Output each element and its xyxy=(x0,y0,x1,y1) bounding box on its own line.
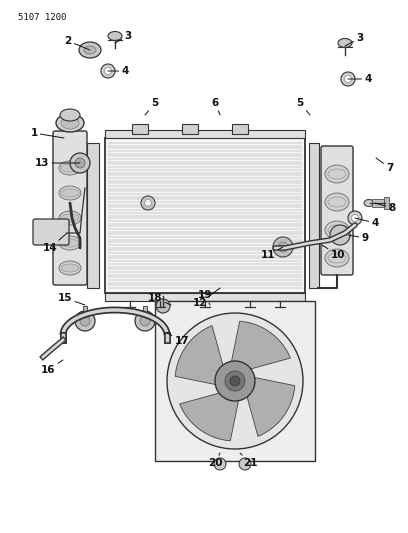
Text: 13: 13 xyxy=(35,158,80,168)
Ellipse shape xyxy=(59,236,81,250)
Ellipse shape xyxy=(56,114,84,132)
Text: 1: 1 xyxy=(30,128,64,138)
FancyBboxPatch shape xyxy=(53,131,87,285)
Bar xyxy=(155,301,315,461)
Circle shape xyxy=(104,68,111,75)
Ellipse shape xyxy=(59,186,81,200)
Ellipse shape xyxy=(325,249,349,267)
Text: 20: 20 xyxy=(208,453,222,468)
Ellipse shape xyxy=(338,38,352,47)
Text: 18: 18 xyxy=(148,293,171,305)
Circle shape xyxy=(239,458,251,470)
Text: 16: 16 xyxy=(41,360,63,375)
Circle shape xyxy=(225,371,245,391)
Circle shape xyxy=(144,199,151,206)
Circle shape xyxy=(273,237,293,257)
Text: 4: 4 xyxy=(355,218,379,228)
Ellipse shape xyxy=(61,117,79,129)
Text: 11: 11 xyxy=(261,247,283,260)
Text: 12: 12 xyxy=(193,288,220,308)
Ellipse shape xyxy=(61,264,79,272)
Bar xyxy=(309,143,319,288)
Bar xyxy=(384,197,389,209)
Circle shape xyxy=(70,153,90,173)
Ellipse shape xyxy=(59,211,81,225)
Bar xyxy=(87,143,99,288)
Polygon shape xyxy=(175,326,224,385)
Ellipse shape xyxy=(84,46,96,54)
Circle shape xyxy=(214,458,226,470)
Ellipse shape xyxy=(61,239,79,247)
Text: 10: 10 xyxy=(322,245,345,260)
Circle shape xyxy=(341,72,355,86)
Bar xyxy=(182,124,198,134)
Circle shape xyxy=(344,76,352,83)
Ellipse shape xyxy=(61,189,79,197)
Circle shape xyxy=(352,214,359,222)
Ellipse shape xyxy=(79,42,101,58)
Ellipse shape xyxy=(61,164,79,172)
Circle shape xyxy=(330,225,350,245)
FancyBboxPatch shape xyxy=(321,146,353,275)
Ellipse shape xyxy=(325,165,349,183)
Bar xyxy=(232,124,248,134)
FancyBboxPatch shape xyxy=(33,219,69,245)
Ellipse shape xyxy=(325,221,349,239)
Polygon shape xyxy=(246,377,295,437)
Circle shape xyxy=(348,211,362,225)
Text: 17: 17 xyxy=(167,333,189,346)
Ellipse shape xyxy=(325,193,349,211)
Text: 5: 5 xyxy=(145,98,159,115)
Text: 3: 3 xyxy=(345,33,364,46)
Bar xyxy=(132,124,148,134)
Text: 2: 2 xyxy=(64,36,90,50)
Text: 15: 15 xyxy=(58,293,85,305)
Circle shape xyxy=(141,196,155,210)
Ellipse shape xyxy=(108,31,122,41)
Text: 19: 19 xyxy=(198,290,212,305)
Circle shape xyxy=(230,376,240,386)
Bar xyxy=(83,306,87,312)
Ellipse shape xyxy=(364,199,374,206)
Circle shape xyxy=(101,64,115,78)
Circle shape xyxy=(140,316,150,326)
Bar xyxy=(105,138,305,293)
Text: 8: 8 xyxy=(375,203,396,213)
Bar xyxy=(105,130,305,138)
Circle shape xyxy=(215,361,255,401)
Text: 5: 5 xyxy=(296,98,310,115)
Polygon shape xyxy=(180,392,239,441)
Circle shape xyxy=(75,158,85,168)
Text: 4: 4 xyxy=(108,66,129,76)
Text: 9: 9 xyxy=(348,233,368,243)
Text: 21: 21 xyxy=(240,453,257,468)
Circle shape xyxy=(135,311,155,331)
Text: 3: 3 xyxy=(115,31,132,43)
Text: 4: 4 xyxy=(348,74,372,84)
Circle shape xyxy=(75,311,95,331)
Text: 6: 6 xyxy=(211,98,220,115)
Circle shape xyxy=(156,299,170,313)
Bar xyxy=(372,199,384,207)
Text: 14: 14 xyxy=(43,233,67,253)
Ellipse shape xyxy=(59,261,81,275)
Text: 7: 7 xyxy=(376,158,394,173)
Ellipse shape xyxy=(61,214,79,222)
Ellipse shape xyxy=(59,161,81,175)
Text: 5107 1200: 5107 1200 xyxy=(18,13,67,22)
Circle shape xyxy=(167,313,303,449)
Bar xyxy=(143,306,147,312)
Circle shape xyxy=(278,242,288,252)
Circle shape xyxy=(80,316,90,326)
Ellipse shape xyxy=(60,109,80,121)
Bar xyxy=(105,293,305,301)
Polygon shape xyxy=(231,321,290,369)
